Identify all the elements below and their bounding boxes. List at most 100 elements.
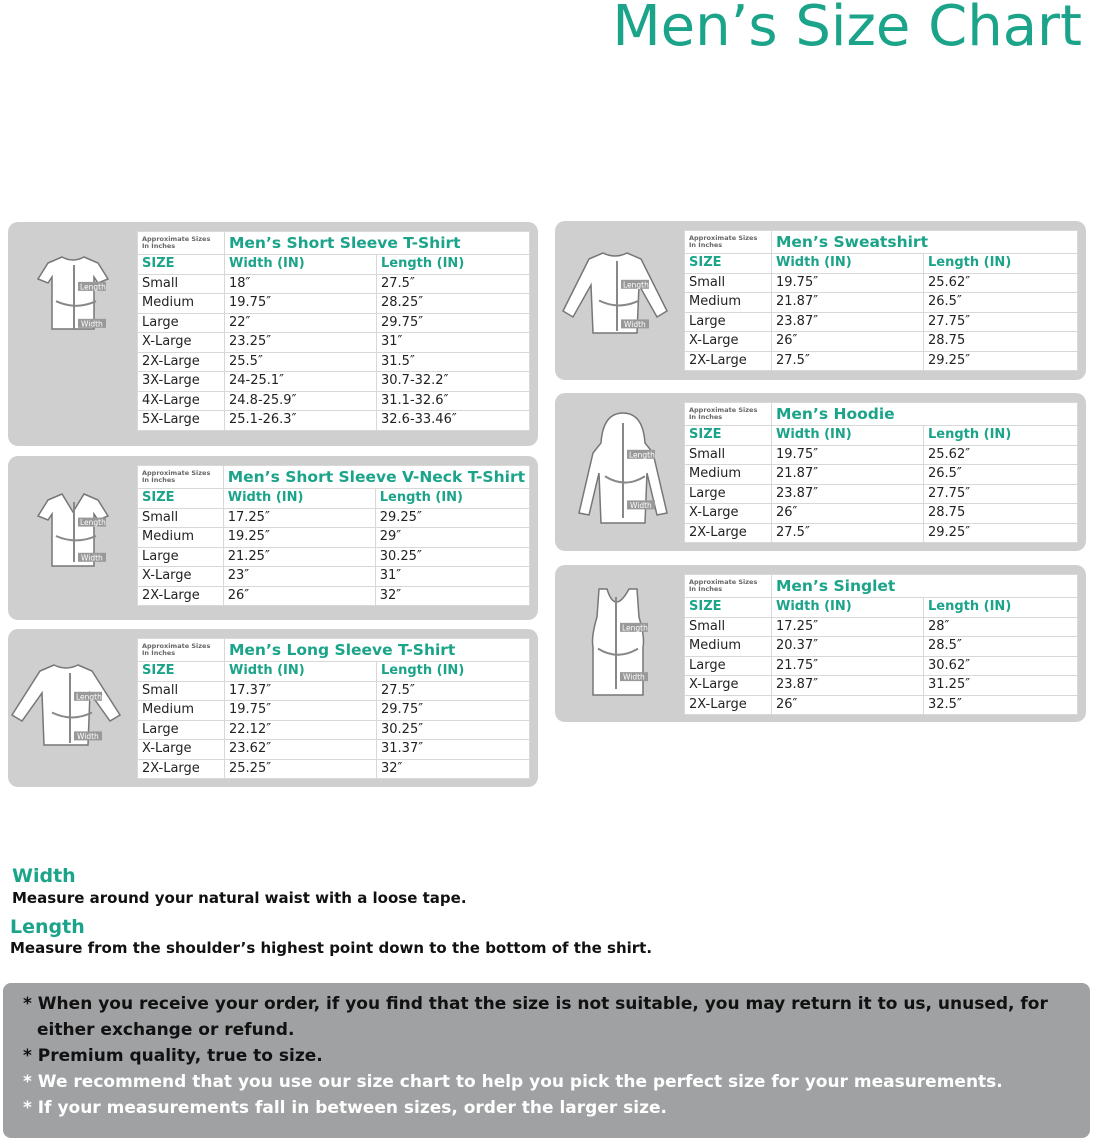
width-cell: 22.12″ [224,719,377,740]
page-title: Men’s Size Chart [612,0,1082,59]
column-header: Width (IN) [771,597,924,618]
length-label: Length [629,450,655,459]
table-row: Medium 20.37″ 28.5″ [684,636,1078,657]
table-row: Medium 21.87″ 26.5″ [684,292,1078,313]
width-cell: 18″ [224,273,377,294]
width-cell: 17.25″ [222,507,376,528]
table-title-row: Approximate Sizes In Inches Men’s Sweatshi… [684,230,1078,254]
length-label: Length [622,623,648,632]
column-header: Length (IN) [376,661,530,682]
length-cell: 30.7-32.2″ [376,371,530,392]
width-cell: 22″ [224,312,377,333]
width-cell: 23″ [222,566,376,587]
size-cell: X-Large [137,332,225,353]
size-cell: Large [137,312,225,333]
size-cell: X-Large [684,675,772,696]
length-cell: 31″ [376,332,530,353]
table-header-row: SIZE Width (IN) Length (IN) [684,425,1078,446]
width-cell: 27.5″ [771,522,924,543]
size-cell: 2X-Large [684,522,772,543]
size-table: Approximate Sizes In Inches Men’s Short Sl… [137,465,531,606]
table-title: Men’s Short Sleeve T-Shirt [224,231,530,255]
width-cell: 23.87″ [771,483,924,504]
length-cell: 28.5″ [923,636,1078,657]
size-cell: 2X-Large [137,351,225,372]
column-header: Width (IN) [222,488,376,509]
table-row: Large 21.75″ 30.62″ [684,655,1078,676]
width-label: Width [623,673,645,682]
width-cell: 23.87″ [771,311,924,332]
table-row: Small 19.75″ 25.62″ [684,444,1078,465]
table-title: Men’s Hoodie [771,402,1078,426]
size-panel: Length Width Approximate Sizes In Inches Men… [8,222,538,446]
size-panel: Length Width Approximate Sizes In Inches Men… [555,565,1086,722]
note-between-sizes: * If your measurements fall in between s… [23,1098,667,1118]
table-row: Medium 19.75″ 28.25″ [137,293,530,314]
column-header: Length (IN) [374,488,531,509]
size-cell: 2X-Large [684,694,772,715]
size-cell: Medium [137,700,225,721]
table-header-row: SIZE Width (IN) Length (IN) [684,597,1078,618]
size-cell: Large [684,311,772,332]
table-row: 2X-Large 27.5″ 29.25″ [684,522,1078,543]
column-header: Width (IN) [771,425,924,446]
table-row: Medium 19.25″ 29″ [137,527,531,548]
size-cell: Small [137,507,224,528]
table-row: 2X-Large 27.5″ 29.25″ [684,350,1078,371]
table-row: 4X-Large 24.8-25.9″ 31.1-32.6″ [137,390,530,411]
table-row: Small 17.25″ 28″ [684,616,1078,637]
table-row: 3X-Large 24-25.1″ 30.7-32.2″ [137,371,530,392]
size-cell: Medium [137,293,225,314]
size-cell: Large [684,483,772,504]
size-cell: 3X-Large [137,371,225,392]
length-label: Length [76,692,102,701]
length-heading: Length [10,916,85,938]
length-cell: 31.37″ [376,739,530,760]
width-cell: 23.62″ [224,739,377,760]
size-table: Approximate Sizes In Inches Men’s Short Sl… [137,231,530,431]
width-cell: 26″ [771,503,924,524]
approx-sizes-label: Approximate Sizes In Inches [137,638,225,662]
length-cell: 28.75 [923,503,1078,524]
width-cell: 20.37″ [771,636,924,657]
length-cell: 31.1-32.6″ [376,390,530,411]
size-table: Approximate Sizes In Inches Men’s Hoodie SI… [684,402,1078,543]
size-table: Approximate Sizes In Inches Men’s Long Sle… [137,638,530,779]
size-cell: Medium [137,527,224,548]
column-header: Length (IN) [376,254,530,275]
length-cell: 27.75″ [923,483,1078,504]
width-cell: 26″ [771,331,924,352]
column-header: Width (IN) [224,254,377,275]
column-header: SIZE [137,661,225,682]
approx-sizes-label: Approximate Sizes In Inches [137,465,224,489]
width-cell: 27.5″ [771,350,924,371]
size-cell: Medium [684,636,772,657]
table-title-row: Approximate Sizes In Inches Men’s Short Sl… [137,465,531,489]
length-cell: 27.75″ [923,311,1078,332]
table-row: Large 22.12″ 30.25″ [137,719,530,740]
length-cell: 28.75 [923,331,1078,352]
table-row: Medium 19.75″ 29.75″ [137,700,530,721]
column-header: SIZE [137,254,225,275]
approx-sizes-label: Approximate Sizes In Inches [684,402,772,426]
size-panel: Length Width Approximate Sizes In Inches Men… [8,456,538,620]
length-cell: 25.62″ [923,272,1078,293]
length-cell: 28.25″ [376,293,530,314]
length-cell: 26.5″ [923,292,1078,313]
width-cell: 21.87″ [771,464,924,485]
notes-box: * When you receive your order, if you fi… [3,983,1090,1138]
table-row: X-Large 26″ 28.75 [684,331,1078,352]
width-cell: 19.25″ [222,527,376,548]
table-title: Men’s Long Sleeve T-Shirt [224,638,530,662]
length-cell: 32″ [374,585,531,606]
length-cell: 29.75″ [376,700,530,721]
width-cell: 17.25″ [771,616,924,637]
singlet-icon: Length Width [585,587,651,699]
length-cell: 25.62″ [923,444,1078,465]
note-quality: * Premium quality, true to size. [23,1046,323,1066]
width-cell: 21.25″ [222,546,376,567]
table-row: 2X-Large 26″ 32″ [137,585,531,606]
size-cell: X-Large [684,331,772,352]
long-sleeve-icon: Length Width [10,663,132,753]
